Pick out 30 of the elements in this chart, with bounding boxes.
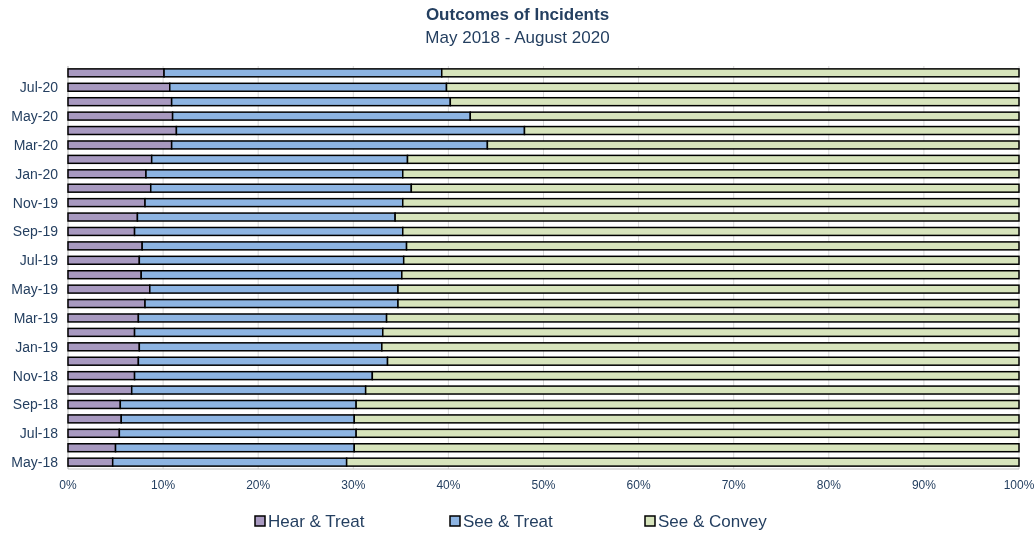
x-tick-label: 10% xyxy=(151,478,176,492)
y-tick-label: Mar-19 xyxy=(13,309,59,326)
x-tick-label: 80% xyxy=(816,478,842,492)
y-tick-label: Jul-19 xyxy=(19,252,59,269)
chart-title: Outcomes of Incidents xyxy=(425,5,610,24)
y-tick-label: Jul-20 xyxy=(19,79,59,96)
y-tick-label: Mar-20 xyxy=(13,136,59,153)
legend-label: See & Treat xyxy=(463,512,554,531)
x-tick-label: 0% xyxy=(59,478,77,492)
x-tick-label: 60% xyxy=(626,478,651,492)
x-tick-label: 100% xyxy=(1003,478,1035,492)
x-tick-label: 70% xyxy=(721,478,747,492)
x-tick-label: 30% xyxy=(341,478,366,492)
legend-label: Hear & Treat xyxy=(268,512,365,531)
chart-subtitle: May 2018 - August 2020 xyxy=(425,28,610,47)
y-tick-label: Sep-19 xyxy=(12,223,59,240)
y-tick-label: May-19 xyxy=(11,281,59,298)
y-tick-label: May-18 xyxy=(11,454,59,471)
y-tick-label: Nov-19 xyxy=(12,194,59,211)
y-tick-label: Jan-20 xyxy=(15,165,59,182)
x-tick-label: 50% xyxy=(531,478,556,492)
legend-label: See & Convey xyxy=(658,512,768,531)
y-tick-label: Jul-18 xyxy=(19,425,59,442)
y-tick-label: Sep-18 xyxy=(12,396,59,413)
x-tick-label: 20% xyxy=(246,478,271,492)
x-tick-label: 40% xyxy=(436,478,461,492)
x-tick-label: 90% xyxy=(911,478,937,492)
y-tick-label: Nov-18 xyxy=(12,367,59,384)
y-tick-label: Jan-19 xyxy=(15,338,59,355)
y-tick-label: May-20 xyxy=(11,108,59,124)
